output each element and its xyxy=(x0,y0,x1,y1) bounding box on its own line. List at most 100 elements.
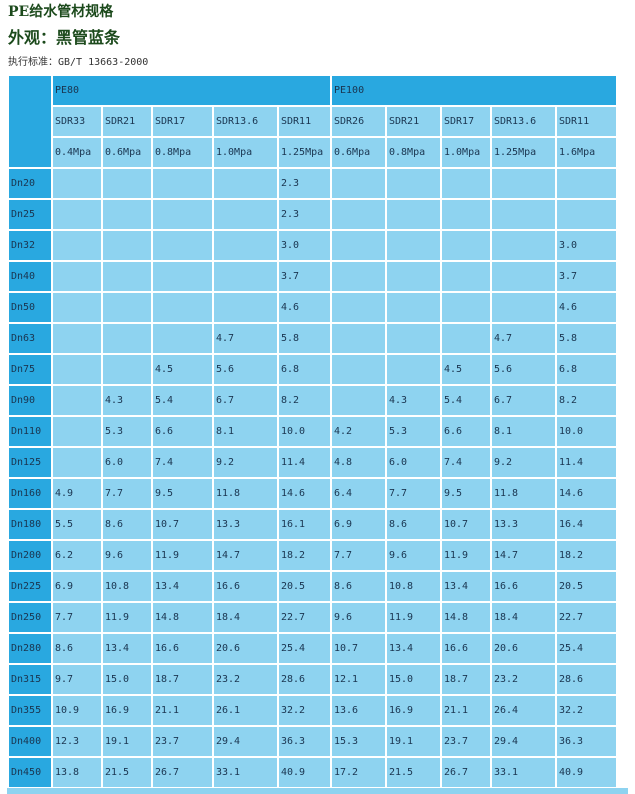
wall-thickness-cell: 16.6 xyxy=(153,634,212,663)
wall-thickness-cell: 15.3 xyxy=(332,727,385,756)
wall-thickness-cell xyxy=(214,262,277,291)
pressure-header-row: 0.4Mpa 0.6Mpa 0.8Mpa 1.0Mpa 1.25Mpa 0.6Mpa 0.8… xyxy=(9,138,616,167)
wall-thickness-cell xyxy=(332,355,385,384)
wall-thickness-cell: 36.3 xyxy=(557,727,616,756)
wall-thickness-cell: 16.6 xyxy=(214,572,277,601)
wall-thickness-cell xyxy=(53,386,101,415)
table-row: Dn20 2.3 xyxy=(9,169,616,198)
wall-thickness-cell xyxy=(332,262,385,291)
table-row: Dn450 13.8 21.5 26.7 33.1 40.9 17.2 21.5 26.7 33.… xyxy=(9,758,616,787)
wall-thickness-cell xyxy=(103,231,151,260)
sdr-header-cell: SDR13.6 xyxy=(492,107,555,136)
table-row: Dn400 12.3 19.1 23.7 29.4 36.3 15.3 19.1 23.7 29.… xyxy=(9,727,616,756)
wall-thickness-cell: 16.9 xyxy=(103,696,151,725)
table-row: Dn50 4.6 4.6 xyxy=(9,293,616,322)
wall-thickness-cell: 40.9 xyxy=(557,758,616,787)
nominal-diameter-label: Dn355 xyxy=(9,696,51,725)
wall-thickness-cell: 29.4 xyxy=(492,727,555,756)
wall-thickness-cell: 18.4 xyxy=(214,603,277,632)
table-row: Dn25 2.3 xyxy=(9,200,616,229)
pressure-header-cell: 1.6Mpa xyxy=(557,138,616,167)
wall-thickness-cell: 26.1 xyxy=(214,696,277,725)
wall-thickness-cell: 6.9 xyxy=(53,572,101,601)
wall-thickness-cell: 11.9 xyxy=(387,603,440,632)
wall-thickness-cell: 28.6 xyxy=(279,665,330,694)
nominal-diameter-label: Dn40 xyxy=(9,262,51,291)
wall-thickness-cell xyxy=(332,231,385,260)
wall-thickness-cell: 5.6 xyxy=(492,355,555,384)
wall-thickness-cell: 3.7 xyxy=(279,262,330,291)
wall-thickness-cell: 20.5 xyxy=(279,572,330,601)
wall-thickness-cell: 12.1 xyxy=(332,665,385,694)
table-bottom-edge xyxy=(7,788,628,794)
wall-thickness-cell: 5.3 xyxy=(387,417,440,446)
wall-thickness-cell: 16.1 xyxy=(279,510,330,539)
wall-thickness-cell: 22.7 xyxy=(557,603,616,632)
wall-thickness-cell: 13.3 xyxy=(214,510,277,539)
wall-thickness-cell: 6.7 xyxy=(492,386,555,415)
pressure-header-cell: 0.6Mpa xyxy=(332,138,385,167)
page-title: PE给水管材规格 xyxy=(8,4,114,20)
table-row: Dn280 8.6 13.4 16.6 20.6 25.4 10.7 13.4 16.6 20.6… xyxy=(9,634,616,663)
wall-thickness-cell: 4.2 xyxy=(332,417,385,446)
wall-thickness-cell: 10.7 xyxy=(442,510,490,539)
wall-thickness-cell: 20.5 xyxy=(557,572,616,601)
wall-thickness-cell: 3.0 xyxy=(557,231,616,260)
table-row: Dn315 9.7 15.0 18.7 23.2 28.6 12.1 15.0 18.7 23.2… xyxy=(9,665,616,694)
wall-thickness-cell: 8.6 xyxy=(332,572,385,601)
wall-thickness-cell xyxy=(103,293,151,322)
wall-thickness-cell xyxy=(53,324,101,353)
pressure-header-cell: 0.8Mpa xyxy=(387,138,440,167)
sdr-header-cell: SDR33 xyxy=(53,107,101,136)
wall-thickness-cell: 7.7 xyxy=(103,479,151,508)
nominal-diameter-label: Dn125 xyxy=(9,448,51,477)
wall-thickness-cell: 2.3 xyxy=(279,169,330,198)
table-row: Dn180 5.5 8.6 10.7 13.3 16.1 6.9 8.6 10.7 13.3 16.… xyxy=(9,510,616,539)
wall-thickness-cell: 23.2 xyxy=(492,665,555,694)
wall-thickness-cell xyxy=(153,262,212,291)
wall-thickness-cell: 23.7 xyxy=(153,727,212,756)
wall-thickness-cell: 21.5 xyxy=(387,758,440,787)
wall-thickness-cell: 4.5 xyxy=(442,355,490,384)
wall-thickness-cell xyxy=(492,169,555,198)
wall-thickness-cell: 15.0 xyxy=(387,665,440,694)
wall-thickness-cell: 7.4 xyxy=(442,448,490,477)
wall-thickness-cell: 10.9 xyxy=(53,696,101,725)
table-row: Dn160 4.9 7.7 9.5 11.8 14.6 6.4 7.7 9.5 11.8 14.6 xyxy=(9,479,616,508)
wall-thickness-cell: 29.4 xyxy=(214,727,277,756)
wall-thickness-cell xyxy=(153,169,212,198)
table-row: Dn75 4.5 5.6 6.8 4.5 5.6 6.8 xyxy=(9,355,616,384)
sdr-header-row: SDR33 SDR21 SDR17 SDR13.6 SDR11 SDR26 SDR21 SDR… xyxy=(9,107,616,136)
wall-thickness-cell: 8.2 xyxy=(279,386,330,415)
wall-thickness-cell: 3.7 xyxy=(557,262,616,291)
wall-thickness-cell: 32.2 xyxy=(557,696,616,725)
wall-thickness-cell: 6.8 xyxy=(557,355,616,384)
wall-thickness-cell: 13.4 xyxy=(103,634,151,663)
wall-thickness-cell xyxy=(214,231,277,260)
wall-thickness-cell: 4.7 xyxy=(214,324,277,353)
wall-thickness-cell xyxy=(387,200,440,229)
wall-thickness-cell: 9.6 xyxy=(332,603,385,632)
wall-thickness-cell: 11.9 xyxy=(153,541,212,570)
wall-thickness-cell: 9.7 xyxy=(53,665,101,694)
wall-thickness-cell: 9.6 xyxy=(103,541,151,570)
wall-thickness-cell: 13.6 xyxy=(332,696,385,725)
wall-thickness-cell: 5.8 xyxy=(279,324,330,353)
wall-thickness-cell: 6.0 xyxy=(387,448,440,477)
wall-thickness-cell: 33.1 xyxy=(214,758,277,787)
nominal-diameter-label: Dn450 xyxy=(9,758,51,787)
nominal-diameter-label: Dn250 xyxy=(9,603,51,632)
wall-thickness-cell: 18.7 xyxy=(153,665,212,694)
wall-thickness-cell xyxy=(103,262,151,291)
wall-thickness-cell: 10.0 xyxy=(279,417,330,446)
wall-thickness-cell xyxy=(387,231,440,260)
pressure-header-cell: 0.8Mpa xyxy=(153,138,212,167)
wall-thickness-cell: 18.2 xyxy=(279,541,330,570)
wall-thickness-cell: 5.4 xyxy=(153,386,212,415)
wall-thickness-cell: 14.6 xyxy=(279,479,330,508)
wall-thickness-cell: 4.8 xyxy=(332,448,385,477)
nominal-diameter-label: Dn50 xyxy=(9,293,51,322)
wall-thickness-cell xyxy=(442,200,490,229)
wall-thickness-cell xyxy=(442,262,490,291)
wall-thickness-cell: 21.5 xyxy=(103,758,151,787)
